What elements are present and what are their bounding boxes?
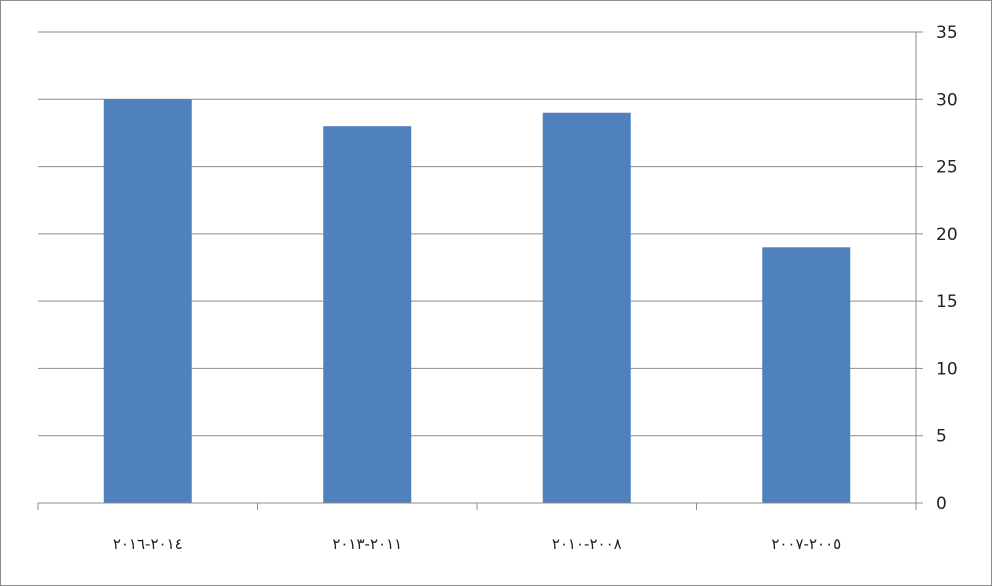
bar: [323, 126, 412, 503]
y-tick-label: 20: [936, 225, 958, 245]
y-tick-label: 5: [936, 427, 947, 447]
bar: [103, 99, 192, 504]
y-tick-labels: 0 5 10 15 20 25 30 35: [936, 23, 958, 514]
y-tick-label: 15: [936, 292, 958, 312]
x-tick-label: ٢٠١٦-٢٠١٤: [113, 535, 183, 553]
y-tick-label: 0: [936, 494, 947, 514]
bar: [542, 112, 631, 503]
y-tick-label: 35: [936, 23, 958, 43]
bar: [762, 247, 851, 503]
y-tick-label: 30: [936, 90, 958, 110]
bars: [103, 99, 851, 504]
axes: [37, 31, 923, 510]
x-tick-label: ٢٠١٣-٢٠١١: [332, 535, 402, 553]
x-tick-label: ٢٠٠٧-٢٠٠٥: [771, 535, 841, 553]
x-tick-labels: ٢٠١٦-٢٠١٤ ٢٠١٣-٢٠١١ ٢٠١٠-٢٠٠٨ ٢٠٠٧-٢٠٠٥: [113, 535, 841, 553]
y-tick-label: 25: [936, 158, 958, 178]
y-tick-label: 10: [936, 359, 958, 379]
x-tick-label: ٢٠١٠-٢٠٠٨: [552, 535, 622, 553]
